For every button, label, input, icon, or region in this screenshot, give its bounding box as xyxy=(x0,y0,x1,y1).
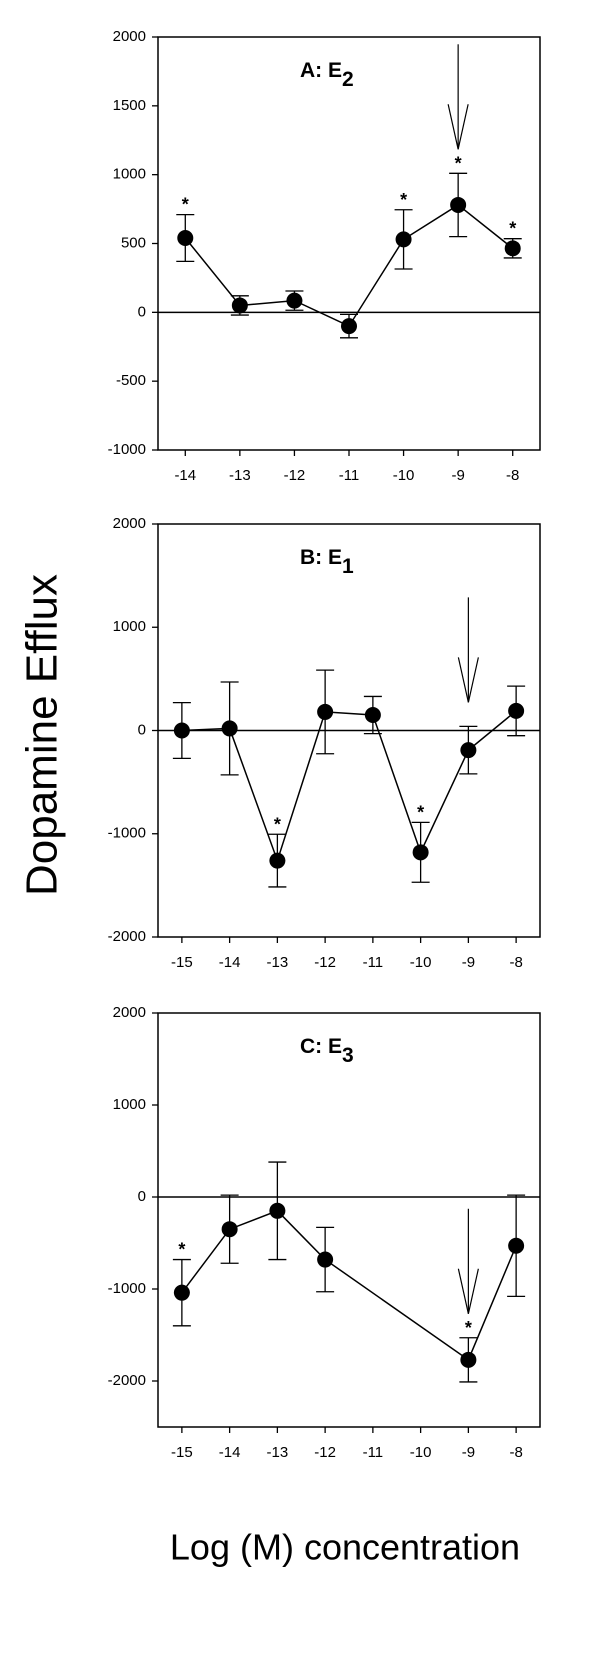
data-point xyxy=(450,196,467,213)
x-tick-label: -11 xyxy=(363,954,384,971)
data-point xyxy=(508,702,525,719)
x-tick-label: -10 xyxy=(393,467,415,484)
significance-star: * xyxy=(465,1318,472,1338)
data-point xyxy=(173,1284,190,1301)
x-tick-label: -13 xyxy=(229,467,251,484)
significance-star: * xyxy=(455,153,462,173)
data-line xyxy=(181,1209,517,1361)
x-tick-label: -12 xyxy=(314,954,336,971)
data-point xyxy=(364,707,381,724)
arrow-head xyxy=(447,104,469,150)
y-tick-label: 1000 xyxy=(113,1096,146,1113)
x-tick-label: -14 xyxy=(174,467,196,484)
y-tick-label: 1000 xyxy=(113,166,146,183)
title-subscript: 1 xyxy=(342,555,354,578)
arrow-head xyxy=(457,1268,479,1314)
data-point xyxy=(177,229,194,246)
x-tick-label: -9 xyxy=(462,954,475,971)
data-point xyxy=(317,703,334,720)
x-tick-label: -15 xyxy=(171,954,193,971)
data-point xyxy=(395,231,412,248)
data-point xyxy=(221,720,238,737)
y-tick-label: -500 xyxy=(116,372,146,389)
arrow xyxy=(447,44,469,150)
plot-frame xyxy=(157,36,541,451)
significance-star: * xyxy=(417,802,424,822)
title-subscript: 3 xyxy=(342,1044,354,1067)
data-point xyxy=(504,240,521,257)
x-tick-label: -12 xyxy=(314,1444,336,1461)
data-point xyxy=(286,292,303,309)
significance-star: * xyxy=(182,195,189,215)
significance-star: * xyxy=(509,219,516,239)
x-tick-label: -11 xyxy=(339,467,360,484)
y-tick-label: -1000 xyxy=(108,825,146,842)
data-point xyxy=(317,1251,334,1268)
x-tick-label: -10 xyxy=(410,954,432,971)
y-tick-label: -2000 xyxy=(108,1372,146,1389)
data-point xyxy=(221,1221,238,1238)
y-tick-label: 2000 xyxy=(113,1004,146,1021)
plot-frame xyxy=(157,1012,541,1428)
data-point xyxy=(269,1202,286,1219)
title-text: B: E xyxy=(300,546,342,569)
y-tick-label: 1000 xyxy=(113,618,146,635)
y-tick-label: 0 xyxy=(138,1188,146,1205)
data-point xyxy=(231,297,248,314)
x-tick-label: -12 xyxy=(284,467,306,484)
x-tick-label: -13 xyxy=(267,954,289,971)
panel-title: B: E1 xyxy=(300,546,354,578)
data-point xyxy=(269,852,286,869)
x-tick-label: -8 xyxy=(506,467,519,484)
significance-star: * xyxy=(400,190,407,210)
x-tick-label: -14 xyxy=(219,954,241,971)
x-tick-label: -11 xyxy=(363,1444,384,1461)
significance-star: * xyxy=(274,814,281,834)
x-tick-label: -8 xyxy=(509,1444,522,1461)
x-tick-label: -13 xyxy=(267,1444,289,1461)
y-tick-label: -1000 xyxy=(108,441,146,458)
y-tick-label: 0 xyxy=(138,303,146,320)
y-axis-label: Dopamine Efflux xyxy=(18,574,67,896)
y-tick-label: 0 xyxy=(138,721,146,738)
data-point xyxy=(412,844,429,861)
data-point xyxy=(460,1351,477,1368)
data-point xyxy=(460,742,477,759)
y-tick-label: -1000 xyxy=(108,1280,146,1297)
y-tick-label: 2000 xyxy=(113,28,146,45)
title-text: A: E xyxy=(300,59,342,82)
panel-title: A: E2 xyxy=(300,59,354,91)
x-tick-label: -14 xyxy=(219,1444,241,1461)
y-tick-label: -2000 xyxy=(108,928,146,945)
x-tick-label: -9 xyxy=(462,1444,475,1461)
x-axis-label: Log (M) concentration xyxy=(170,1527,520,1568)
arrow xyxy=(457,597,479,703)
x-tick-label: -10 xyxy=(410,1444,432,1461)
significance-star: * xyxy=(178,1240,185,1260)
x-tick-label: -15 xyxy=(171,1444,193,1461)
data-line xyxy=(181,710,517,863)
data-point xyxy=(173,722,190,739)
title-subscript: 2 xyxy=(342,68,354,91)
x-tick-label: -8 xyxy=(509,954,522,971)
arrow-head xyxy=(457,657,479,703)
title-text: C: E xyxy=(300,1035,342,1058)
y-tick-label: 500 xyxy=(121,234,146,251)
panel-title: C: E3 xyxy=(300,1035,354,1067)
data-point xyxy=(341,318,357,335)
y-tick-label: 2000 xyxy=(113,515,146,532)
x-tick-label: -9 xyxy=(451,467,464,484)
data-point xyxy=(508,1237,525,1254)
arrow xyxy=(457,1208,479,1314)
y-tick-label: 1500 xyxy=(113,97,146,114)
